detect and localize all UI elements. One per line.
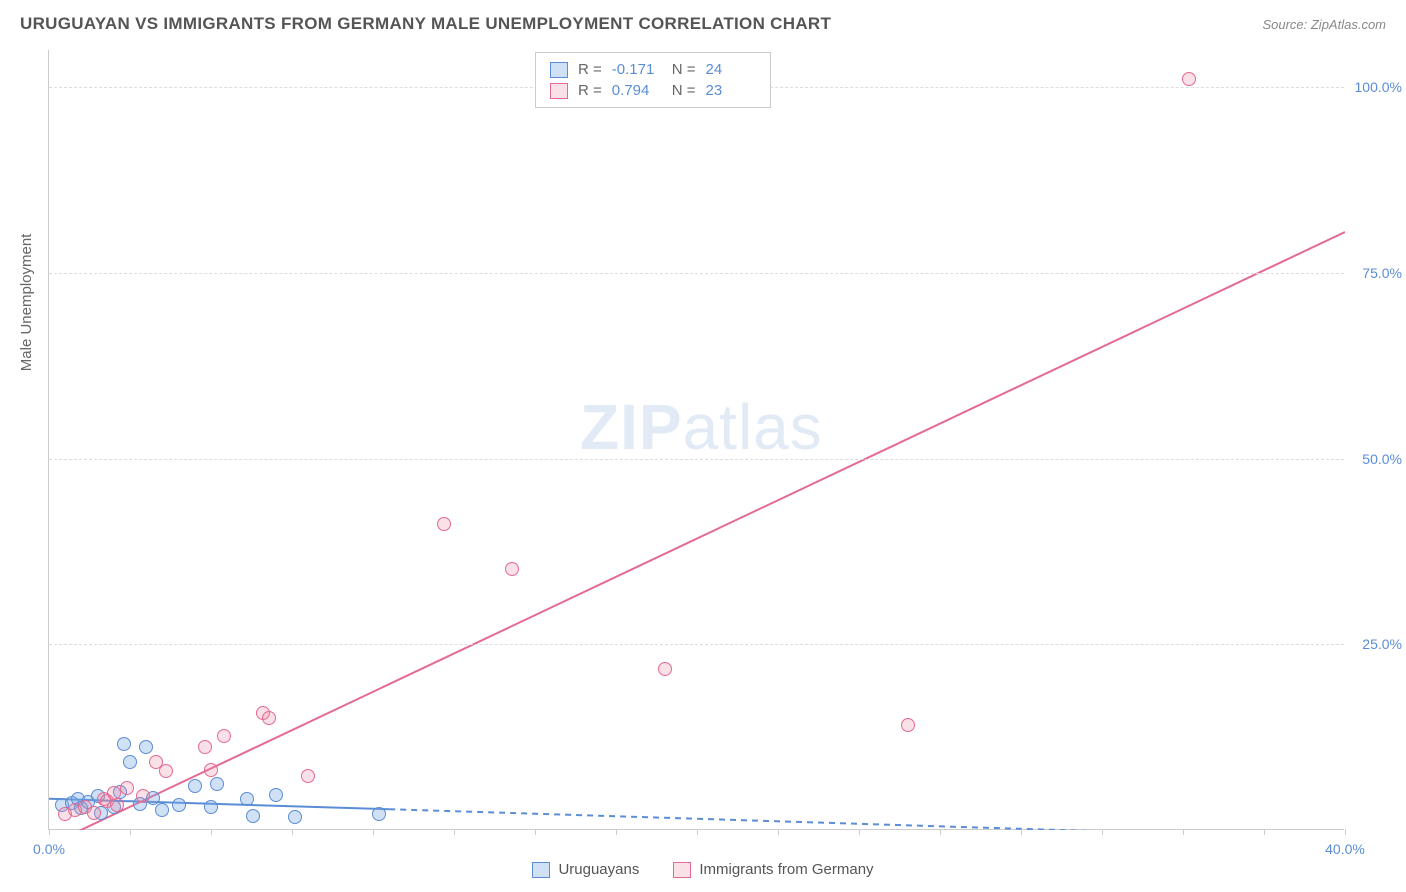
chart-plot-area: 25.0%50.0%75.0%100.0%0.0%40.0%: [48, 50, 1344, 830]
legend-swatch: [550, 62, 568, 78]
ytick-label: 50.0%: [1362, 451, 1402, 467]
gridline: [49, 459, 1344, 460]
r-label: R =: [578, 61, 602, 78]
scatter-point-pink: [198, 740, 212, 754]
xtick: [940, 829, 941, 835]
r-label: R =: [578, 82, 602, 99]
scatter-point-blue: [288, 810, 302, 824]
scatter-point-blue: [188, 779, 202, 793]
legend-label: Immigrants from Germany: [699, 861, 873, 878]
scatter-point-blue: [210, 777, 224, 791]
scatter-point-blue: [139, 740, 153, 754]
chart-header: URUGUAYAN VS IMMIGRANTS FROM GERMANY MAL…: [0, 0, 1406, 44]
n-value: 24: [706, 61, 756, 78]
y-axis-label: Male Unemployment: [18, 234, 35, 372]
scatter-point-pink: [262, 711, 276, 725]
trend-lines: [49, 50, 1345, 830]
ytick-label: 100.0%: [1355, 79, 1402, 95]
xtick: [535, 829, 536, 835]
scatter-point-pink: [1182, 72, 1196, 86]
scatter-point-blue: [240, 792, 254, 806]
legend-label: Uruguayans: [558, 861, 639, 878]
legend-row: R = 0.794 N = 23: [550, 80, 756, 101]
xtick: [211, 829, 212, 835]
scatter-point-pink: [87, 806, 101, 820]
n-label: N =: [672, 61, 696, 78]
scatter-point-blue: [246, 809, 260, 823]
r-value: -0.171: [612, 61, 662, 78]
scatter-point-pink: [204, 763, 218, 777]
xtick: [1021, 829, 1022, 835]
legend-item: Immigrants from Germany: [673, 861, 873, 878]
scatter-point-pink: [505, 562, 519, 576]
scatter-point-blue: [204, 800, 218, 814]
scatter-point-pink: [159, 764, 173, 778]
chart-title: URUGUAYAN VS IMMIGRANTS FROM GERMANY MAL…: [20, 14, 831, 34]
scatter-point-pink: [658, 662, 672, 676]
xtick: [859, 829, 860, 835]
gridline: [49, 273, 1344, 274]
scatter-point-pink: [301, 769, 315, 783]
chart-source: Source: ZipAtlas.com: [1262, 17, 1386, 32]
scatter-point-pink: [110, 798, 124, 812]
scatter-point-pink: [120, 781, 134, 795]
gridline: [49, 644, 1344, 645]
xtick: [292, 829, 293, 835]
xtick: [697, 829, 698, 835]
ytick-label: 25.0%: [1362, 636, 1402, 652]
xtick: [373, 829, 374, 835]
scatter-point-pink: [136, 789, 150, 803]
scatter-point-blue: [269, 788, 283, 802]
scatter-point-blue: [372, 807, 386, 821]
xtick: [49, 829, 50, 835]
legend-swatch: [550, 83, 568, 99]
xtick: [1345, 829, 1346, 835]
xtick: [1264, 829, 1265, 835]
scatter-point-pink: [901, 718, 915, 732]
legend-swatch: [532, 862, 550, 878]
xtick: [1183, 829, 1184, 835]
n-label: N =: [672, 82, 696, 99]
xtick: [778, 829, 779, 835]
legend-item: Uruguayans: [532, 861, 639, 878]
scatter-point-blue: [155, 803, 169, 817]
scatter-point-blue: [123, 755, 137, 769]
legend-swatch: [673, 862, 691, 878]
xtick-label: 40.0%: [1325, 841, 1365, 857]
n-value: 23: [706, 82, 756, 99]
scatter-point-blue: [172, 798, 186, 812]
legend-row: R = -0.171 N = 24: [550, 59, 756, 80]
series-legend: Uruguayans Immigrants from Germany: [0, 861, 1406, 878]
xtick: [1102, 829, 1103, 835]
xtick-label: 0.0%: [33, 841, 65, 857]
xtick: [616, 829, 617, 835]
scatter-point-pink: [217, 729, 231, 743]
ytick-label: 75.0%: [1362, 265, 1402, 281]
scatter-point-blue: [117, 737, 131, 751]
scatter-point-pink: [437, 517, 451, 531]
xtick: [454, 829, 455, 835]
correlation-legend: R = -0.171 N = 24 R = 0.794 N = 23: [535, 52, 771, 108]
xtick: [130, 829, 131, 835]
r-value: 0.794: [612, 82, 662, 99]
